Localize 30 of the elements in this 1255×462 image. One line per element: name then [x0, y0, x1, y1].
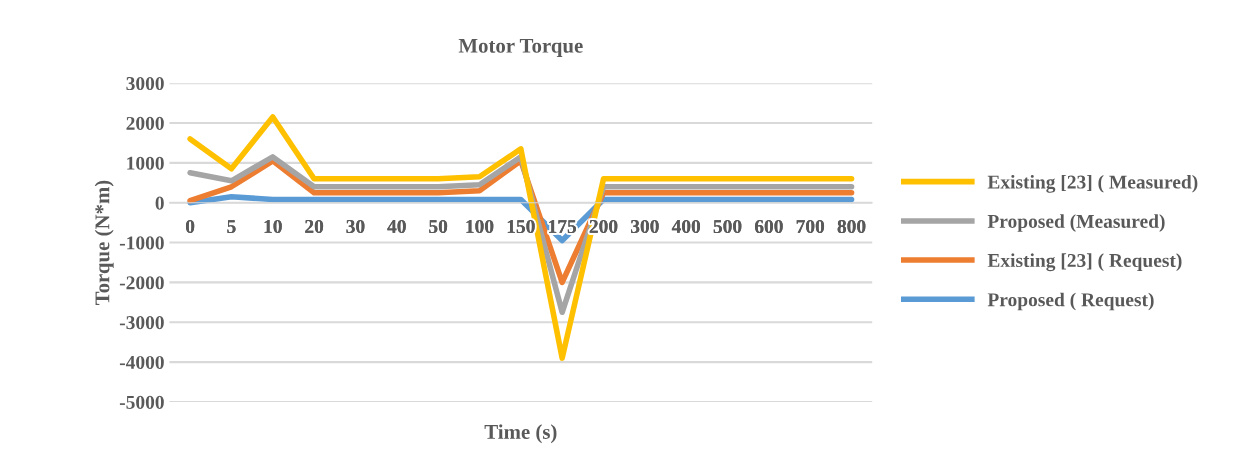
- x-axis-title: Time (s): [484, 424, 557, 444]
- y-tick-label: 3000: [126, 76, 164, 91]
- x-tick-label: 800: [837, 219, 866, 234]
- x-tick-label: 5: [227, 220, 236, 234]
- legend-label: Proposed (Measured): [987, 214, 1165, 232]
- x-tick-label: 300: [631, 219, 659, 234]
- x-tick-label: 20: [305, 219, 324, 234]
- y-tick-label: -4000: [119, 355, 164, 370]
- x-tick-label: 400: [671, 219, 701, 234]
- x-tick-label: 100: [466, 219, 494, 234]
- y-tick-label: 1000: [127, 156, 164, 170]
- x-tick-label: 10: [264, 219, 282, 234]
- legend-label: Proposed ( Request): [987, 292, 1154, 311]
- y-tick-label: -2000: [119, 276, 164, 290]
- x-tick-label: 700: [796, 219, 825, 234]
- x-tick-label: 500: [713, 219, 742, 234]
- x-tick-label: 40: [387, 219, 406, 234]
- y-tick-label: 2000: [126, 116, 164, 130]
- y-axis-title: Torque (N*m): [94, 180, 114, 306]
- chart-title: Motor Torque: [458, 38, 583, 58]
- x-tick-label: 50: [429, 219, 448, 234]
- x-tick-label: 600: [754, 219, 783, 234]
- legend-label: Existing [23] ( Measured): [987, 174, 1198, 193]
- y-tick-label: 0: [155, 196, 164, 210]
- x-tick-label: 0: [185, 219, 195, 234]
- legend-label: Existing [23] ( Request): [987, 253, 1182, 272]
- y-tick-label: -5000: [119, 395, 164, 409]
- x-tick-label: 30: [346, 219, 365, 234]
- y-tick-label: -1000: [119, 236, 164, 250]
- y-tick-label: -3000: [119, 316, 164, 330]
